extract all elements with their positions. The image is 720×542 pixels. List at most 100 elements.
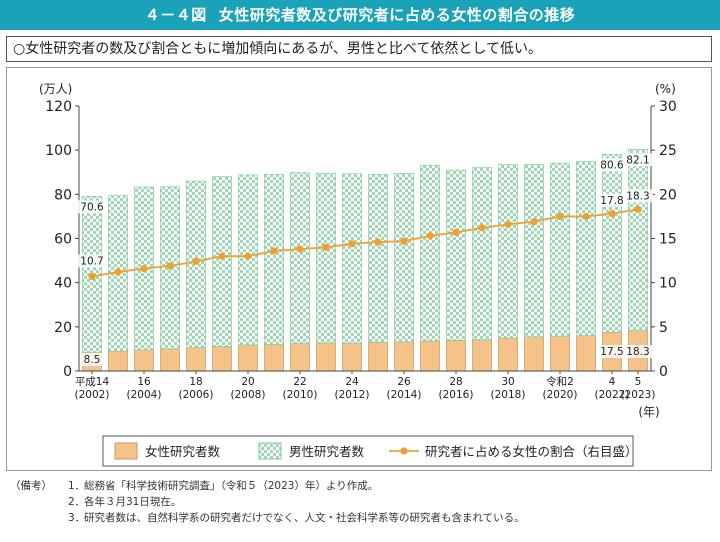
right-axis-unit: (%) [655,82,676,96]
ratio-point [400,237,408,245]
x-tick-year: (2020) [543,389,578,401]
legend-label-ratio: 研究者に占める女性の割合（右目盛） [425,444,638,459]
ratio-point [452,228,460,236]
bar-female [420,340,440,372]
note-num: 3． [68,512,86,524]
x-tick-year: (2016) [439,389,474,401]
left-tick-label: 0 [63,364,72,380]
data-label-male-first: 70.6 [80,201,104,213]
bar-female [472,339,492,372]
bar-male [602,154,622,333]
bar-female [238,344,258,372]
ratio-point [322,243,330,251]
ratio-point [218,252,226,260]
data-label-ratio-first-bg [77,254,107,268]
ratio-point [348,240,356,248]
bar-female [290,343,310,372]
data-label-male-last: 80.6 [600,159,624,171]
x-tick-era: 30 [501,376,514,388]
bar-female [498,337,518,372]
x-tick-year: (2023) [621,389,656,401]
ratio-point [478,224,486,232]
figure-title-bar: ４－４図 女性研究者数及び研究者に占める女性の割合の推移 [0,0,720,30]
ratio-point [582,212,590,221]
bar-male [472,167,492,341]
ratio-point [114,268,122,276]
bar-male [394,173,414,343]
bar-female [186,347,206,372]
x-tick-year: (2022) [595,389,630,401]
data-label-male-first-bg [77,200,107,214]
data-label-ratio-first: 10.7 [80,255,103,267]
right-tick-label: 10 [659,276,677,292]
data-label-male-last: 82.1 [626,154,649,166]
right-tick-label: 25 [659,143,677,159]
legend-box [102,435,634,467]
note-row-1: （備考） 1．総務省「科学技術研究調査」（令和５（2023）年）より作成。 [10,478,710,494]
x-tick-era: 4 [609,376,616,388]
data-label-ratio-last-bg [597,193,627,207]
bar-male [420,164,440,342]
data-label-ratio-last-bg [623,189,653,203]
ratio-point [270,247,278,255]
right-tick-label: 30 [659,99,677,115]
figure-title: 女性研究者数及び研究者に占める女性の割合の推移 [218,6,576,24]
bar-female [342,342,362,372]
data-label-female-last-bg [597,345,627,358]
ratio-point [244,252,252,260]
bar-male [576,161,596,336]
ratio-point [634,205,642,213]
x-tick-year: (2006) [179,389,214,401]
data-label-female-last: 18.3 [626,346,649,358]
bar-female [550,335,570,372]
legend-label-female: 女性研究者数 [145,444,221,459]
bar-male [368,174,388,343]
x-tick-era: 22 [293,376,306,388]
figure-number: ４－４図 [144,6,207,24]
legend-swatch-female [114,442,138,460]
left-tick-label: 80 [54,187,72,203]
ratio-point [556,212,564,221]
bar-female [160,348,180,372]
bar-male [264,174,284,345]
bar-female [576,335,596,372]
ratio-point [504,220,512,228]
legend-label-male: 男性研究者数 [289,444,365,459]
data-label-female-first: 8.5 [84,354,101,366]
right-tick-label: 5 [659,320,668,336]
bar-female [316,342,336,372]
note-text: 研究者数は、自然科学系の研究者だけでなく、人文・社会科学系等の研究者も含まれてい… [84,512,525,524]
x-tick-era: 16 [137,376,151,388]
ratio-point [374,238,382,246]
x-tick-era: 令和2 [546,375,574,388]
note-row-2: 2．各年３月31日現在。 [10,494,710,510]
bar-male [628,148,648,331]
legend-marker-ratio [400,447,408,455]
x-tick-era: 平成14 [75,376,110,388]
right-tick-label: 20 [659,187,677,203]
ratio-point [426,232,434,240]
bar-female [446,340,466,372]
x-tick-year: (2014) [387,389,422,401]
note-num: 2． [68,496,86,508]
right-tick-label: 0 [659,364,668,380]
bar-female [368,341,388,372]
ratio-line [91,208,639,278]
ratio-point [166,262,174,270]
ratio-point [530,218,538,226]
data-label-female-last-bg [623,345,653,358]
legend-swatch-male [258,442,282,460]
note-row-3: 3．研究者数は、自然科学系の研究者だけでなく、人文・社会科学系等の研究者も含まれ… [10,510,710,526]
left-tick-label: 40 [54,276,72,292]
notes-head: （備考） [10,480,52,492]
summary-box: ○女性研究者の数及び割合ともに増加傾向にあるが、男性と比べて依然として低い。 [6,36,712,62]
x-tick-year: (2010) [283,389,318,401]
data-label-ratio-last: 17.8 [600,195,623,207]
data-label-male-last-bg [623,153,653,167]
x-tick-year: (2012) [335,389,370,401]
left-tick-label: 60 [54,232,72,248]
ratio-point [192,257,200,266]
ratio-point [608,210,616,218]
x-tick-year: (2002) [75,389,110,401]
x-axis-unit: (年) [638,405,659,419]
